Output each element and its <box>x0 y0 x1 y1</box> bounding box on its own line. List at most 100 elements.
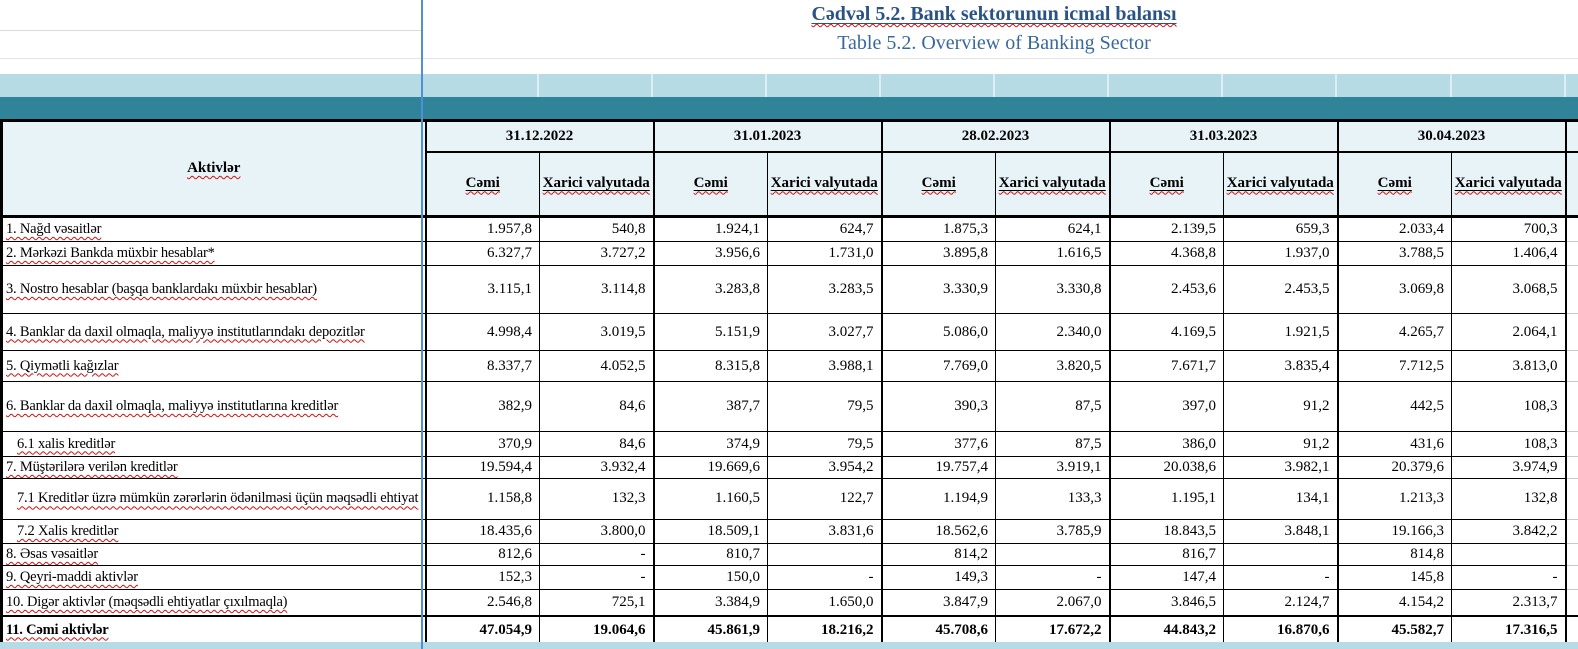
cell-value: 3.019,5 <box>539 313 654 351</box>
row-label: 10. Digər aktivlər (məqsədli ehtiyatlar … <box>0 589 426 617</box>
cell-value: 3.283,5 <box>767 265 882 314</box>
row-label-text: 7.2 Xalis kreditlər <box>17 522 119 539</box>
table-row: 8. Əsas vəsaitlər 812,6-810,7 814,2 816,7 81… <box>0 543 1578 566</box>
gridline-horizontal <box>0 58 1578 59</box>
overflow-column-cell <box>1564 431 1578 457</box>
cell-value: 133,3 <box>995 478 1110 520</box>
assets-header-text: Aktivlər <box>187 160 241 176</box>
row-label-text: 4. Banklar da daxil olmaqla, maliyyə ins… <box>6 323 365 340</box>
row-label-text: 9. Qeyri-maddi aktivlər <box>6 568 138 585</box>
cell-value: 87,5 <box>995 431 1110 457</box>
row-label: 6. Banklar da daxil olmaqla, maliyyə ins… <box>0 381 426 432</box>
cell-value: 3.283,8 <box>652 265 768 314</box>
cell-value: 5.151,9 <box>652 313 768 351</box>
cell-value: 84,6 <box>539 431 654 457</box>
decor-band-teal <box>0 97 1578 119</box>
decor-band-light-blue <box>0 74 1578 97</box>
column-header-assets: Aktivlər <box>0 119 426 218</box>
cell-value: 3.068,5 <box>1451 265 1566 314</box>
date-header-4: 30.04.2023 <box>1336 119 1566 153</box>
cell-value: 18.509,1 <box>652 519 768 544</box>
cell-value: 44.843,2 <box>1108 615 1224 646</box>
cell-value: 47.054,9 <box>424 615 540 646</box>
cell-value: 370,9 <box>424 431 540 457</box>
cell-value: 4.169,5 <box>1108 313 1224 351</box>
row-label: 1. Nağd vəsaitlər <box>0 216 426 242</box>
cell-value: 6.327,7 <box>424 241 540 266</box>
cell-value: 1.957,8 <box>424 216 540 242</box>
cell-value: 145,8 <box>1336 565 1452 590</box>
cell-value: 91,2 <box>1223 381 1338 432</box>
cell-value: 17.316,5 <box>1451 615 1566 646</box>
table-row: 1. Nağd vəsaitlər 1.957,8 540,8 1.924,1 624,… <box>0 216 1578 242</box>
table-row: 7.2 Xalis kreditlər 18.435,6 3.800,0 18.509… <box>0 519 1578 544</box>
cell-value: 1.937,0 <box>1223 241 1338 266</box>
row-label-text: 8. Əsas vəsaitlər <box>6 545 99 562</box>
cell-value: 122,7 <box>767 478 882 520</box>
cell-value: 16.870,6 <box>1223 615 1338 646</box>
cell-value: 79,5 <box>767 381 882 432</box>
cell-value: 17.672,2 <box>995 615 1110 646</box>
row-label-text: 10. Digər aktivlər (məqsədli ehtiyatlar … <box>6 594 288 611</box>
cell-value: 2.124,7 <box>1223 589 1338 617</box>
cell-value: 816,7 <box>1108 543 1224 566</box>
cell-value: 3.988,1 <box>767 350 882 382</box>
cell-value <box>995 543 1110 566</box>
table-row: 9. Qeyri-maddi aktivlər 152,3-150,0-149,3… <box>0 565 1578 590</box>
subheader-foreign-2: Xarici valyutada <box>995 152 1110 218</box>
header-row-subcolumns: Cəmi Xarici valyutada Cəmi Xarici valyut… <box>2 152 1578 218</box>
cell-value: 8.315,8 <box>652 350 768 382</box>
cell-value: 700,3 <box>1451 216 1566 242</box>
cell-value: - <box>1223 565 1338 590</box>
overflow-column-cell <box>1564 313 1578 351</box>
date-header-3: 31.03.2023 <box>1108 119 1338 153</box>
cell-value: 397,0 <box>1108 381 1224 432</box>
band-gridline <box>765 74 767 97</box>
cell-value: 1.731,0 <box>767 241 882 266</box>
overflow-column-cell <box>1564 543 1578 566</box>
row-label-text: 6.1 xalis kreditlər <box>17 435 116 452</box>
cell-value: 3.384,9 <box>652 589 768 617</box>
row-label-text: 11. Cəmi aktivlər <box>6 621 109 638</box>
cell-value: 1.924,1 <box>652 216 768 242</box>
table-row: 7. Müştərilərə verilən kreditlər 19.594,4… <box>0 456 1578 479</box>
band-gridline <box>1450 74 1452 97</box>
cell-value: 1.213,3 <box>1336 478 1452 520</box>
subheader-total-3: Cəmi <box>1108 152 1224 218</box>
row-label-text: 2. Mərkəzi Bankda müxbir hesablar* <box>6 245 215 262</box>
cell-value: 3.788,5 <box>1336 241 1452 266</box>
cell-value: 2.067,0 <box>995 589 1110 617</box>
cell-value: 18.843,5 <box>1108 519 1224 544</box>
cell-value: 19.166,3 <box>1336 519 1452 544</box>
cell-value: 152,3 <box>424 565 540 590</box>
cell-value: 1.160,5 <box>652 478 768 520</box>
overflow-column-header <box>1564 119 1578 153</box>
band-gridline <box>993 74 995 97</box>
cell-value: 19.064,6 <box>539 615 654 646</box>
row-label-text: 7. Müştərilərə verilən kreditlər <box>6 459 178 475</box>
band-gridline <box>1107 74 1109 97</box>
cell-value: 386,0 <box>1108 431 1224 457</box>
table-title-az-text: Cədvəl 5.2. Bank sektorunun icmal balans… <box>811 3 1177 25</box>
cell-value: 3.330,8 <box>995 265 1110 314</box>
gridline-horizontal <box>0 30 421 31</box>
cell-value: 3.727,2 <box>539 241 654 266</box>
row-label: 6.1 xalis kreditlər <box>0 431 426 457</box>
cell-value: 20.379,6 <box>1336 456 1452 479</box>
overflow-column-cell <box>1564 350 1578 382</box>
cell-value: 3.831,6 <box>767 519 882 544</box>
table-row: 5. Qiymətli kağızlar 8.337,7 4.052,5 8.315,… <box>0 350 1578 382</box>
band-gridline <box>651 74 653 97</box>
cell-value: 3.842,2 <box>1451 519 1566 544</box>
cell-value: 377,6 <box>880 431 996 457</box>
cell-value: 4.154,2 <box>1336 589 1452 617</box>
cell-value: 659,3 <box>1223 216 1338 242</box>
row-label-text: 3. Nostro hesablar (başqa banklardakı mü… <box>6 281 317 298</box>
cell-value: 19.669,6 <box>652 456 768 479</box>
overflow-column-cell <box>1564 589 1578 617</box>
cell-value <box>767 543 882 566</box>
cell-value: 2.453,6 <box>1108 265 1224 314</box>
cell-value: - <box>1451 565 1566 590</box>
cell-value: 3.800,0 <box>539 519 654 544</box>
band-gridline <box>1564 74 1566 97</box>
